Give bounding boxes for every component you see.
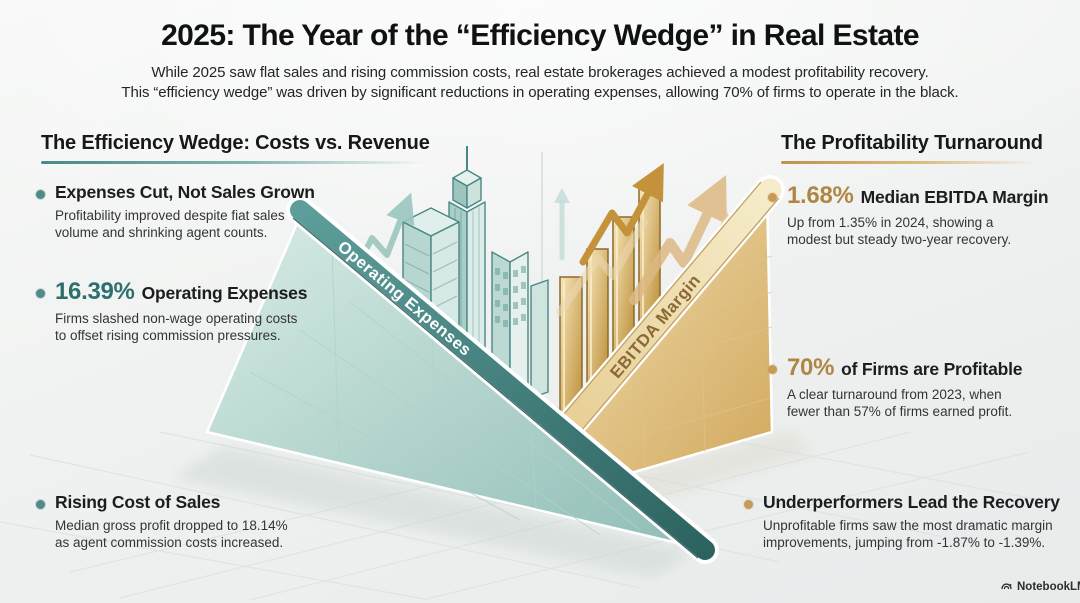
notebooklm-logo-icon (1001, 583, 1012, 590)
gold-bar-chart (559, 185, 661, 426)
bullet-icon (768, 365, 777, 374)
page-title: 2025: The Year of the “Efficiency Wedge”… (161, 19, 919, 52)
stat-body: Firms slashed non-wage operating costs t… (55, 310, 298, 343)
subtitle-line-1: While 2025 saw flat sales and rising com… (151, 64, 929, 81)
brand-label: NotebookLM (1017, 580, 1080, 593)
stat-value: 1.68% (787, 182, 854, 209)
stat-title: Rising Cost of Sales (55, 492, 221, 512)
subtitle-line-2: This “efficiency wedge” was driven by si… (121, 84, 959, 101)
stat-value: 70% (787, 354, 835, 381)
left-section-heading: The Efficiency Wedge: Costs vs. Revenue (41, 132, 430, 154)
stat-body: Median gross profit dropped to 18.14% as… (55, 518, 288, 551)
right-section-underline (781, 161, 1037, 164)
stat-item-ebitda-margin: 1.68% Median EBITDA Margin Up from 1.35% … (768, 182, 1049, 248)
stat-value: 16.39% (55, 278, 135, 305)
stat-item-expenses-cut: Expenses Cut, Not Sales Grown Profitabil… (36, 183, 315, 241)
stat-item-rising-cost-of-sales: Rising Cost of Sales Median gross profit… (36, 493, 305, 551)
bullet-icon (744, 500, 753, 509)
stat-item-underperformers: Underperformers Lead the Recovery Unprof… (744, 493, 1061, 551)
growth-arrows-gold-icon (556, 163, 735, 316)
stat-title: Median EBITDA Margin (860, 187, 1049, 207)
bullet-icon (768, 193, 777, 202)
stat-title: Expenses Cut, Not Sales Grown (55, 182, 315, 202)
stat-title: of Firms are Profitable (841, 359, 1023, 379)
bullet-icon (36, 190, 45, 199)
stat-body: Unprofitable firms saw the most dramatic… (763, 518, 1053, 551)
stat-body: Profitability improved despite fiat sale… (55, 208, 285, 241)
stat-title: Underperformers Lead the Recovery (763, 492, 1060, 512)
stat-body: Up from 1.35% in 2024, showing a modest … (787, 214, 1012, 247)
left-section-underline (41, 161, 424, 164)
stat-item-firms-profitable: 70% of Firms are Profitable A clear turna… (768, 355, 1022, 420)
operating-expenses-label: Operating Expenses (334, 238, 475, 360)
bullet-icon (36, 289, 45, 298)
growth-arrow-teal-icon (349, 188, 570, 281)
gold-wedge: EBITDA Margin (535, 175, 785, 479)
right-section-heading: The Profitability Turnaround (781, 132, 1043, 154)
city-buildings (402, 146, 549, 401)
ebitda-margin-label: EBITDA Margin (606, 271, 704, 382)
stat-title: Operating Expenses (141, 283, 308, 303)
stat-item-operating-expenses: 16.39% Operating Expenses Firms slashed n… (36, 279, 307, 344)
stat-body: A clear turnaround from 2023, when fewer… (787, 386, 1013, 419)
notebooklm-brand: NotebookLM (1000, 580, 1080, 593)
bullet-icon (36, 500, 45, 509)
